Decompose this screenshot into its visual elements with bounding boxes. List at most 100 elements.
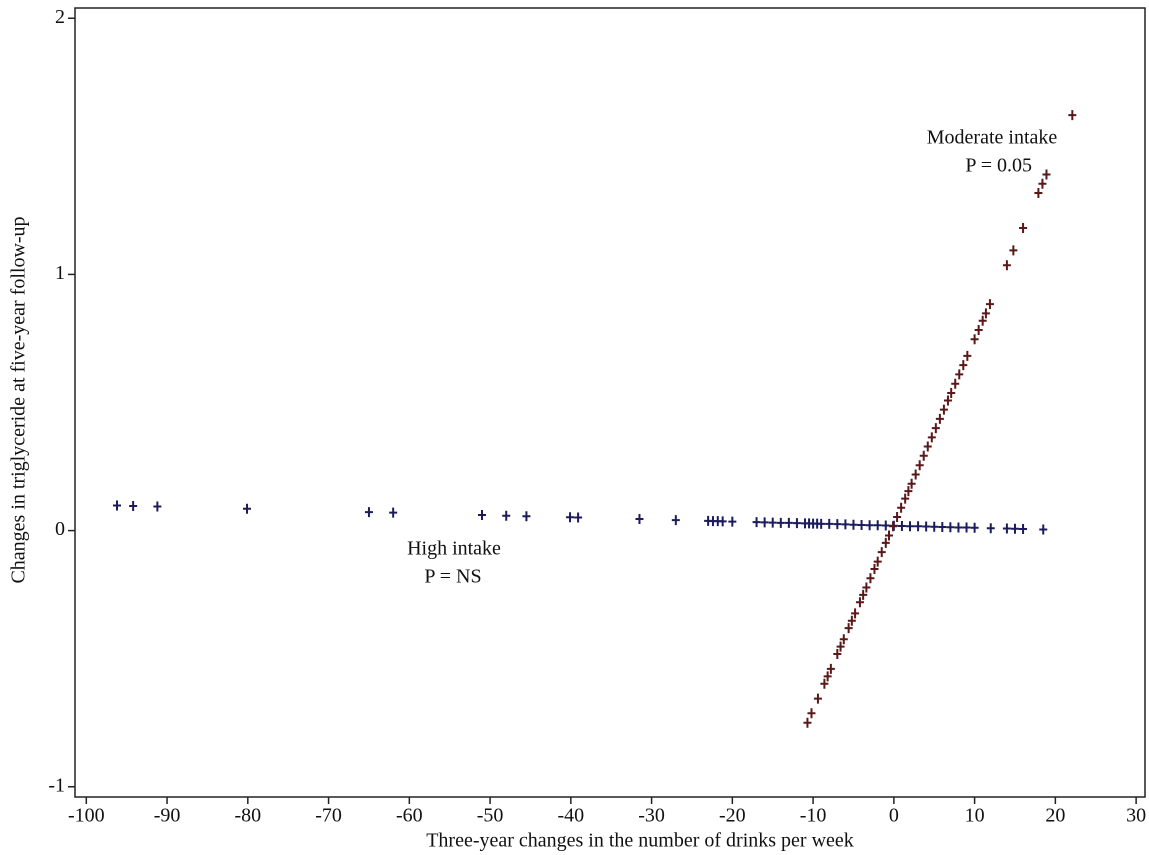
scatter-point — [877, 547, 886, 558]
scatter-point — [939, 404, 948, 415]
scatter-point — [833, 649, 842, 660]
scatter-point — [865, 520, 874, 531]
x-tick-label: -20 — [719, 805, 746, 827]
scatter-point — [768, 517, 777, 528]
scatter-point — [885, 530, 894, 541]
y-tick-label: 1 — [55, 262, 65, 284]
scatter-point — [897, 502, 906, 513]
x-tick-label: -30 — [638, 805, 665, 827]
scatter-point — [970, 522, 979, 533]
scatter-point — [1068, 110, 1077, 121]
scatter-point — [820, 678, 829, 689]
scatter-point — [914, 521, 923, 532]
scatter-point — [502, 510, 511, 521]
scatter-point — [836, 641, 845, 652]
x-tick-label: -80 — [234, 805, 261, 827]
scatter-point — [927, 432, 936, 443]
x-tick-label: -50 — [477, 805, 504, 827]
scatter-point — [566, 512, 575, 523]
scatter-point — [813, 693, 822, 704]
scatter-point — [946, 522, 955, 533]
scatter-point — [954, 522, 963, 533]
scatter-point — [389, 507, 398, 518]
scatter-point — [478, 509, 487, 520]
scatter-point — [862, 582, 871, 593]
scatter-point — [931, 423, 940, 434]
scatter-point — [823, 671, 832, 682]
scatter-point — [978, 315, 987, 326]
scatter-point — [1010, 523, 1019, 534]
scatter-point — [963, 350, 972, 361]
scatter-point — [243, 503, 252, 514]
annotation: Moderate intake — [927, 127, 1058, 149]
scatter-point — [1034, 187, 1043, 198]
scatter-point — [893, 512, 902, 523]
scatter-point — [817, 518, 826, 529]
scatter-point — [955, 369, 964, 380]
scatter-point — [1019, 524, 1028, 535]
scatter-point — [849, 519, 858, 530]
scatter-point — [919, 450, 928, 461]
scatter-point — [922, 521, 931, 532]
scatter-point — [935, 413, 944, 424]
scatter-point — [943, 395, 952, 406]
scatter-point — [826, 663, 835, 674]
scatter-point — [959, 360, 968, 371]
scatter-point — [364, 507, 373, 518]
scatter-point — [906, 521, 915, 532]
scatter-point — [930, 521, 939, 532]
x-tick-label: 20 — [1045, 805, 1065, 827]
scatter-point — [129, 500, 138, 511]
scatter-point — [870, 564, 879, 575]
scatter-point — [839, 634, 848, 645]
scatter-point — [1009, 245, 1018, 256]
scatter-point — [728, 516, 737, 527]
annotation: High intake — [407, 538, 501, 560]
x-tick-label: 10 — [965, 805, 985, 827]
scatter-point — [974, 325, 983, 336]
scatter-point — [897, 520, 906, 531]
scatter-point — [784, 517, 793, 528]
scatter-point — [760, 517, 769, 528]
scatter-point — [947, 388, 956, 399]
scatter-point — [970, 334, 979, 345]
x-tick-label: 30 — [1126, 805, 1146, 827]
x-tick-label: -60 — [396, 805, 423, 827]
scatter-point — [1042, 169, 1051, 180]
scatter-point — [718, 516, 727, 527]
scatter-point — [962, 522, 971, 533]
scatter-point — [776, 517, 785, 528]
scatter-point — [889, 521, 898, 532]
scatter-point — [851, 608, 860, 619]
scatter-point — [855, 597, 864, 608]
scatter-point — [847, 615, 856, 626]
x-tick-label: -90 — [154, 805, 181, 827]
scatter-point — [985, 299, 994, 310]
scatter-point — [904, 486, 913, 497]
y-tick-label: -1 — [48, 774, 65, 796]
scatter-point — [153, 501, 162, 512]
scatter-point — [112, 500, 121, 511]
x-tick-label: 0 — [889, 805, 899, 827]
scatter-point — [907, 478, 916, 489]
scatter-point — [752, 517, 761, 528]
scatter-point — [901, 493, 910, 504]
scatter-point — [1038, 178, 1047, 189]
y-tick-label: 0 — [55, 518, 65, 540]
x-tick-label: -10 — [800, 805, 827, 827]
scatter-point — [1019, 223, 1028, 234]
annotation: P = NS — [424, 566, 481, 588]
scatter-point — [841, 519, 850, 530]
scatter-point — [859, 589, 868, 600]
scatter-point — [1002, 523, 1011, 534]
scatter-point — [522, 511, 531, 522]
scatter-point — [833, 519, 842, 530]
scatter-point — [881, 520, 890, 531]
y-tick-label: 2 — [55, 6, 65, 28]
scatter-point — [671, 515, 680, 526]
y-axis-label: Changes in triglyceride at five-year fol… — [8, 216, 30, 583]
scatter-point — [938, 521, 947, 532]
scatter-point — [803, 717, 812, 728]
scatter-point — [911, 469, 920, 480]
